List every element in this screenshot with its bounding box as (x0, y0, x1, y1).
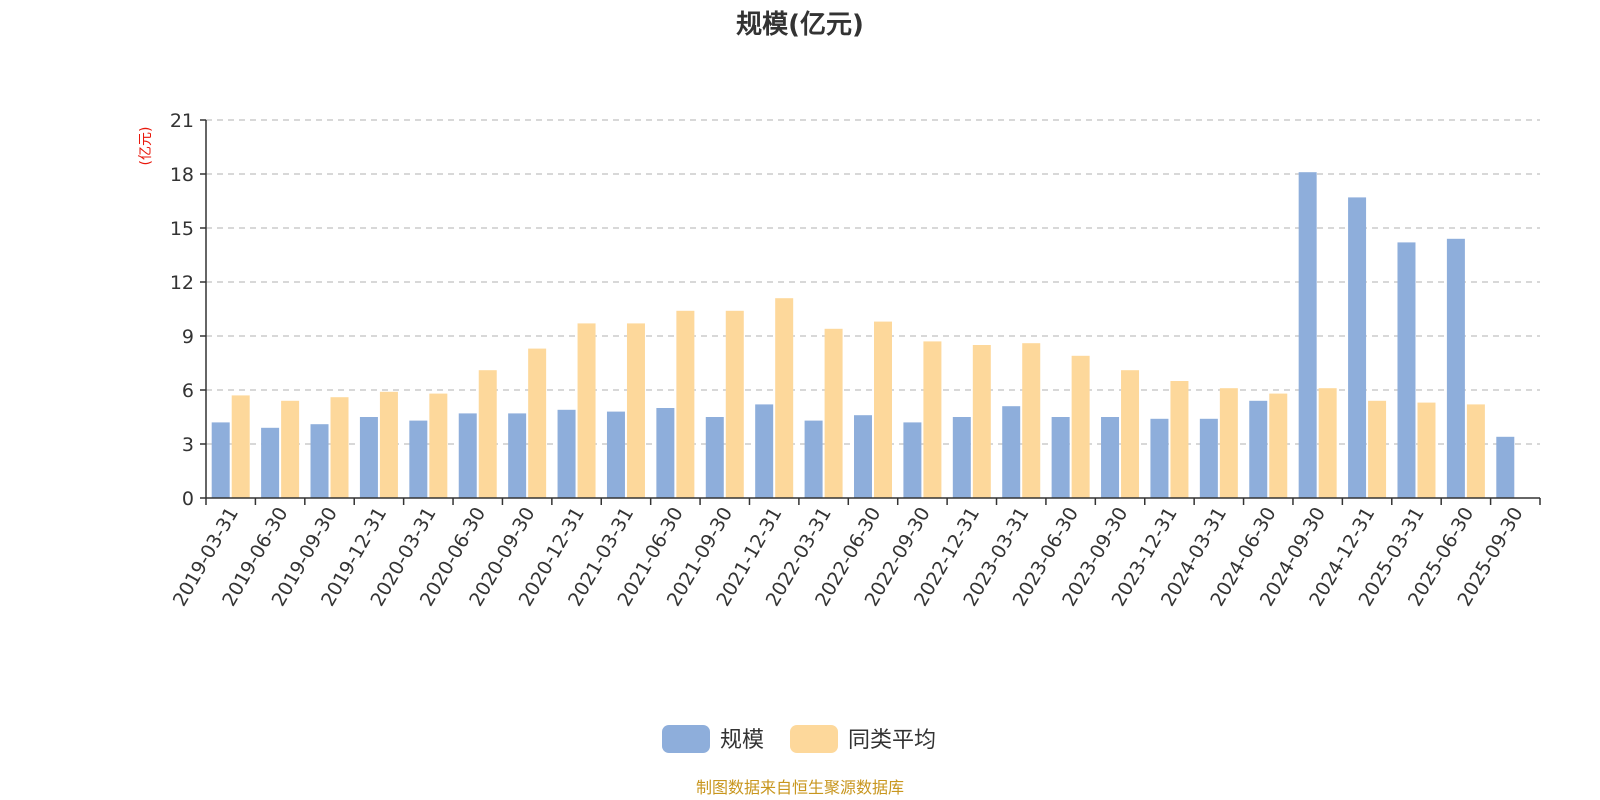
bar-peer-average[interactable] (972, 345, 991, 498)
bar-scale[interactable] (1348, 197, 1367, 498)
bar-scale[interactable] (261, 427, 280, 498)
bar-peer-average[interactable] (626, 323, 645, 498)
bar-peer-average[interactable] (1022, 343, 1041, 498)
bar-scale[interactable] (854, 415, 872, 498)
bar-scale[interactable] (557, 409, 576, 498)
bar-scale[interactable] (310, 424, 329, 498)
bar-peer-average[interactable] (379, 391, 398, 498)
bar-peer-average[interactable] (429, 393, 448, 498)
bar-peer-average[interactable] (1071, 355, 1090, 498)
bar-peer-average[interactable] (676, 310, 695, 498)
bar-peer-average[interactable] (478, 370, 497, 498)
source-note: 制图数据来自恒生聚源数据库 (696, 778, 904, 797)
x-tick-labels: 2019-03-312019-06-302019-09-302019-12-31… (169, 503, 1528, 610)
legend-swatch[interactable] (790, 725, 838, 753)
y-tick-label: 15 (170, 218, 194, 240)
bar-peer-average[interactable] (1318, 388, 1337, 498)
y-tick-label: 3 (182, 434, 194, 456)
y-axis-unit-label: (亿元) (138, 127, 154, 166)
bar-scale[interactable] (1446, 238, 1465, 499)
bar-scale[interactable] (705, 417, 724, 498)
legend-swatch[interactable] (662, 725, 710, 753)
y-tick-label: 12 (170, 272, 194, 294)
y-tick-label: 9 (182, 326, 194, 348)
bar-scale[interactable] (1101, 417, 1120, 498)
bar-scale[interactable] (1249, 400, 1268, 498)
legend-label[interactable]: 规模 (720, 728, 764, 753)
y-tick-label: 18 (170, 164, 194, 186)
bar-peer-average[interactable] (1219, 388, 1238, 498)
bar-scale[interactable] (606, 411, 625, 498)
y-tick-labels: 0 3 6 9 12 15 18 21 (170, 110, 206, 510)
y-tick-label: 21 (170, 110, 194, 132)
bar-scale[interactable] (211, 422, 230, 498)
bar-scale[interactable] (409, 420, 428, 498)
chart-title: 规模(亿元) (736, 10, 864, 40)
bar-scale[interactable] (1298, 172, 1317, 498)
bar-scale[interactable] (1002, 406, 1021, 498)
y-tick-label: 6 (182, 380, 194, 402)
bars (211, 172, 1515, 499)
bar-scale[interactable] (903, 422, 922, 498)
bar-peer-average[interactable] (1170, 381, 1189, 498)
bar-scale[interactable] (458, 413, 477, 498)
bar-scale[interactable] (656, 408, 675, 498)
bar-scale[interactable] (359, 417, 378, 498)
grid-lines (206, 119, 1540, 445)
bar-peer-average[interactable] (528, 348, 547, 498)
bar-scale[interactable] (1199, 418, 1218, 498)
bar-peer-average[interactable] (1466, 404, 1485, 498)
bar-peer-average[interactable] (1368, 400, 1387, 498)
bar-scale[interactable] (508, 413, 527, 498)
bar-peer-average[interactable] (231, 395, 250, 498)
bar-peer-average[interactable] (923, 341, 942, 498)
bar-scale[interactable] (1051, 417, 1070, 498)
legend-label[interactable]: 同类平均 (848, 728, 936, 753)
bar-scale[interactable] (755, 404, 774, 498)
bar-scale[interactable] (1496, 436, 1515, 498)
bar-peer-average[interactable] (1417, 402, 1436, 498)
bar-scale[interactable] (1150, 418, 1169, 498)
legend[interactable]: 规模 同类平均 (662, 725, 936, 753)
bar-peer-average[interactable] (874, 321, 892, 498)
bar-peer-average[interactable] (281, 400, 300, 498)
bar-peer-average[interactable] (330, 397, 349, 498)
bar-peer-average[interactable] (577, 323, 596, 498)
bar-peer-average[interactable] (1121, 370, 1140, 498)
bar-peer-average[interactable] (725, 310, 744, 498)
axes (205, 120, 1541, 505)
bar-scale[interactable] (952, 417, 971, 498)
bar-scale[interactable] (804, 420, 823, 498)
bar-scale[interactable] (1397, 242, 1416, 498)
y-tick-label: 0 (182, 488, 194, 510)
bar-peer-average[interactable] (1269, 393, 1288, 498)
bar-peer-average[interactable] (775, 298, 794, 498)
bar-peer-average[interactable] (824, 328, 843, 498)
